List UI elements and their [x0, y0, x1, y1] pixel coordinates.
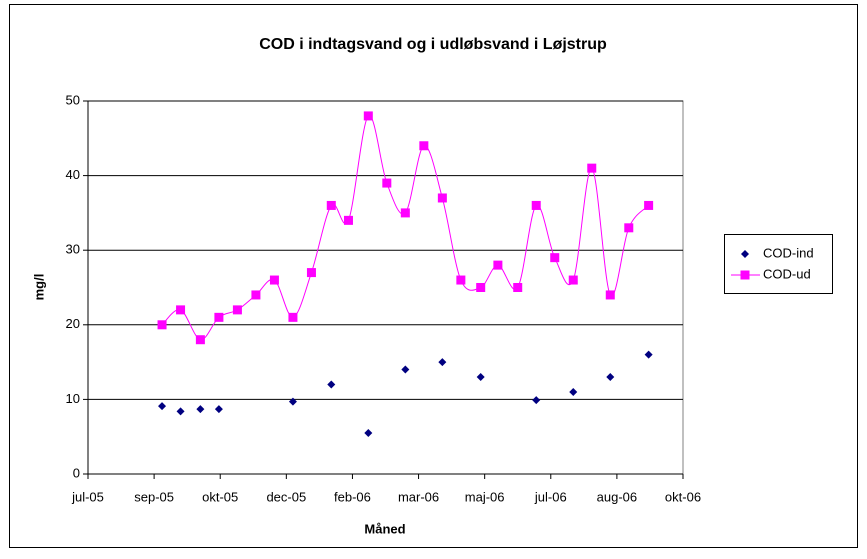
data-point [214, 405, 223, 414]
data-point [624, 223, 634, 233]
y-tick-label: 30 [66, 242, 80, 257]
legend-label: COD-ind [763, 245, 814, 260]
data-point [456, 275, 466, 285]
x-tick-label: aug-06 [597, 489, 637, 504]
x-tick-label: okt-06 [665, 489, 701, 504]
data-point [327, 380, 336, 389]
data-point [158, 402, 167, 411]
data-point [288, 397, 297, 406]
y-tick-label: 40 [66, 167, 80, 182]
data-point [269, 275, 279, 285]
data-point [343, 215, 353, 225]
y-tick-label: 10 [66, 391, 80, 406]
data-point [288, 312, 298, 322]
data-point [531, 200, 541, 210]
x-tick-label: dec-05 [266, 489, 306, 504]
data-point [532, 396, 541, 405]
x-tick-label: jul-05 [71, 489, 104, 504]
data-point [513, 283, 523, 292]
data-point [644, 200, 654, 210]
data-point [605, 290, 615, 300]
legend-box [724, 234, 833, 294]
data-point [587, 163, 597, 173]
y-tick-label: 0 [73, 465, 80, 480]
data-point [382, 178, 392, 188]
data-point [214, 312, 224, 322]
data-point [363, 111, 373, 121]
legend-label: COD-ud [763, 266, 811, 281]
data-point [196, 405, 205, 414]
data-point [437, 193, 447, 203]
x-tick-label: maj-06 [465, 489, 505, 504]
x-axis-title: Måned [364, 521, 405, 536]
data-point [400, 208, 410, 218]
data-point [644, 350, 653, 359]
data-point [569, 387, 578, 396]
data-point [606, 373, 615, 382]
y-tick-label: 20 [66, 316, 80, 331]
legend-marker [741, 250, 749, 258]
data-point [176, 407, 185, 416]
data-point [232, 305, 242, 315]
data-point [438, 358, 447, 367]
data-point [493, 260, 503, 270]
data-point [401, 365, 410, 374]
x-tick-label: mar-06 [398, 489, 439, 504]
y-axis-title: mg/l [31, 274, 46, 301]
data-point [419, 141, 429, 151]
x-tick-label: okt-05 [202, 489, 238, 504]
data-point [550, 253, 560, 263]
data-point [364, 428, 373, 437]
x-tick-label: feb-06 [334, 489, 371, 504]
x-tick-label: jul-06 [534, 489, 567, 504]
data-point [157, 320, 167, 330]
data-point [195, 335, 205, 345]
data-point [476, 373, 485, 382]
data-point [176, 305, 186, 315]
data-point [251, 290, 261, 300]
data-point [568, 275, 578, 285]
x-tick-label: sep-05 [134, 489, 174, 504]
data-point [326, 200, 336, 210]
y-tick-label: 50 [66, 92, 80, 107]
plot-area [87, 100, 684, 475]
chart-title: COD i indtagsvand og i udløbsvand i Løjs… [259, 36, 607, 53]
data-point [306, 268, 316, 278]
data-point [476, 283, 486, 292]
legend-marker [740, 270, 750, 280]
